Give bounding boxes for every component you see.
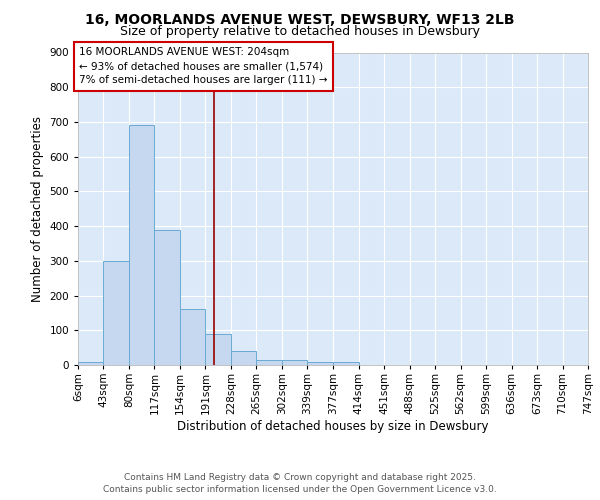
Bar [78,362,103,365]
Bar [180,310,205,365]
Text: 16, MOORLANDS AVENUE WEST, DEWSBURY, WF13 2LB: 16, MOORLANDS AVENUE WEST, DEWSBURY, WF1… [85,12,515,26]
Text: Contains HM Land Registry data © Crown copyright and database right 2025.
Contai: Contains HM Land Registry data © Crown c… [103,473,497,494]
Bar [334,362,359,365]
Bar [205,334,231,365]
Text: Size of property relative to detached houses in Dewsbury: Size of property relative to detached ho… [120,25,480,38]
Y-axis label: Number of detached properties: Number of detached properties [31,116,44,302]
X-axis label: Distribution of detached houses by size in Dewsbury: Distribution of detached houses by size … [177,420,489,432]
Text: 16 MOORLANDS AVENUE WEST: 204sqm
← 93% of detached houses are smaller (1,574)
7%: 16 MOORLANDS AVENUE WEST: 204sqm ← 93% o… [79,48,328,86]
Bar [307,362,334,365]
Bar [256,360,282,365]
Bar [282,360,307,365]
Bar [231,351,256,365]
Bar [129,126,154,365]
Bar [154,230,180,365]
Bar [103,261,129,365]
